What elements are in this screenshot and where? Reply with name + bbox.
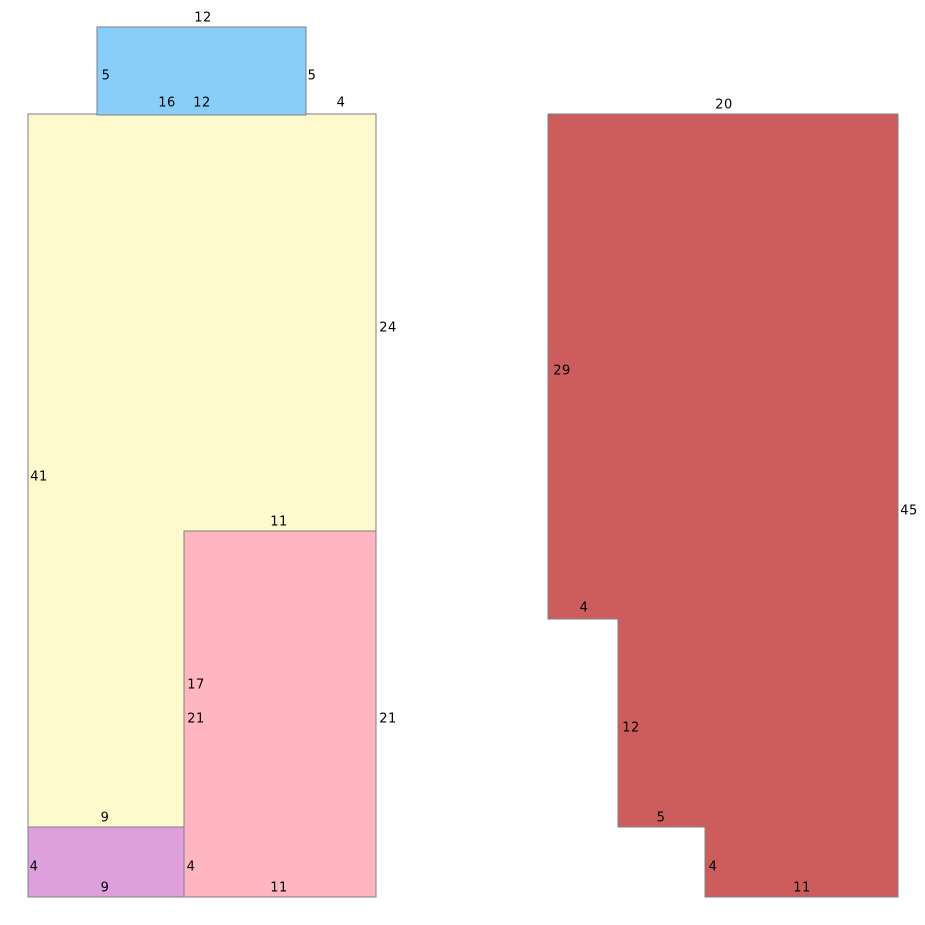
- edge-label-red-left-middle: 12: [622, 720, 640, 736]
- edge-label-pink-top: 11: [270, 514, 288, 530]
- edge-label-red-step1-h: 4: [579, 600, 589, 616]
- edge-label-blue-left: 5: [101, 68, 111, 84]
- edge-label-pink-left: 21: [187, 711, 205, 727]
- edge-label-yellow-top-right: 4: [336, 95, 346, 111]
- edge-label-red-bottom: 11: [793, 880, 811, 896]
- edge-label-purple-left: 4: [29, 859, 39, 875]
- edge-label-blue-bottom: 12: [193, 95, 211, 111]
- edge-label-blue-top: 12: [194, 10, 212, 26]
- edge-label-red-right: 45: [900, 503, 918, 519]
- edge-label-red-step2-h: 5: [656, 810, 666, 826]
- blue-rectangle: [96, 26, 307, 116]
- edge-label-red-step2-v: 4: [708, 859, 718, 875]
- edge-label-pink-bottom: 11: [270, 880, 288, 896]
- purple-rectangle: [27, 826, 185, 898]
- red-staircase-polygon: [547, 113, 899, 898]
- edge-label-blue-right: 5: [307, 68, 317, 84]
- edge-label-purple-top: 9: [100, 810, 110, 826]
- edge-label-red-top: 20: [715, 97, 733, 113]
- edge-label-red-left-upper: 29: [553, 363, 571, 379]
- edge-label-yellow-right: 24: [379, 320, 397, 336]
- edge-label-pink-right: 21: [379, 711, 397, 727]
- pink-rectangle: [183, 530, 377, 898]
- edge-label-yellow-inner: 17: [187, 677, 205, 693]
- edge-label-pink-left-lower: 4: [186, 859, 196, 875]
- edge-label-purple-bottom: 9: [100, 880, 110, 896]
- edge-label-yellow-top-left: 16: [158, 95, 176, 111]
- edge-label-yellow-left: 41: [30, 469, 48, 485]
